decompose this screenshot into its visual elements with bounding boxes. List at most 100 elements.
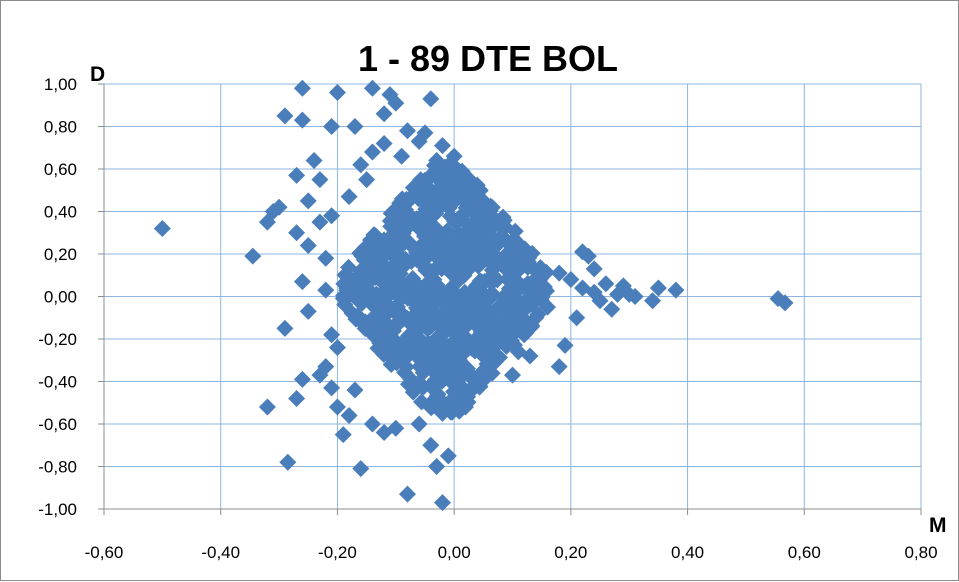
data-point [438, 362, 456, 380]
data-point [311, 366, 329, 384]
data-point [514, 302, 532, 320]
x-tick-label: -0,20 [318, 543, 357, 562]
data-point [288, 224, 306, 242]
data-point [398, 485, 416, 503]
data-point [412, 318, 430, 336]
data-point [381, 241, 399, 259]
x-tick-label: 0,60 [788, 543, 821, 562]
data-point [482, 248, 500, 266]
y-tick-label: -0,40 [38, 373, 77, 392]
data-point [422, 167, 440, 185]
data-point [388, 354, 406, 372]
data-point [410, 132, 428, 150]
data-point [293, 370, 311, 388]
data-point [433, 494, 451, 512]
data-point [467, 250, 485, 268]
data-point [491, 303, 509, 321]
data-point [393, 335, 411, 353]
data-point [323, 118, 341, 135]
data-point [363, 143, 381, 161]
data-point [323, 326, 341, 344]
data-point [402, 188, 420, 206]
data-point [531, 270, 549, 288]
data-point [346, 118, 364, 135]
data-point [375, 135, 393, 152]
data-point [403, 309, 421, 327]
data-point [340, 407, 358, 424]
data-point [387, 419, 405, 437]
data-point [461, 237, 479, 255]
data-point [409, 218, 427, 236]
data-point [360, 248, 378, 266]
data-point [472, 371, 490, 389]
data-point [293, 79, 311, 97]
data-point [483, 364, 501, 382]
x-tick-label: -0,40 [201, 543, 240, 562]
data-point [498, 270, 516, 288]
data-point [510, 274, 528, 292]
data-point [495, 229, 513, 247]
data-point [433, 404, 451, 422]
data-point [496, 260, 514, 278]
data-point [323, 379, 341, 397]
y-tick-label: -1,00 [38, 500, 77, 519]
y-tick-label: 0,60 [44, 160, 77, 179]
data-point [527, 309, 545, 327]
data-point [393, 147, 411, 165]
data-point [299, 192, 317, 210]
data-point [153, 220, 171, 237]
data-point [408, 295, 426, 313]
y-axis-label: D [90, 63, 105, 86]
data-point [450, 402, 468, 420]
data-point [408, 243, 426, 261]
data-point [445, 147, 463, 165]
data-point [463, 379, 481, 397]
data-point [474, 347, 492, 365]
data-point [457, 362, 475, 380]
data-point [276, 107, 294, 125]
data-point [411, 358, 429, 376]
data-point [409, 338, 427, 356]
data-point [431, 229, 449, 247]
data-points [153, 79, 794, 512]
data-point [597, 275, 615, 293]
data-point [591, 292, 609, 310]
data-point [667, 281, 685, 299]
y-tick-label: -0,60 [38, 415, 77, 434]
data-point [276, 319, 294, 337]
data-point [363, 79, 381, 97]
x-tick-label: 0,20 [554, 543, 587, 562]
data-point [509, 343, 527, 361]
data-point [439, 447, 457, 465]
data-point [515, 241, 533, 259]
data-point [384, 281, 402, 299]
data-point [352, 460, 370, 478]
data-point [386, 298, 404, 316]
data-point [334, 426, 352, 444]
data-point [413, 393, 431, 411]
data-point [311, 213, 329, 231]
data-point [351, 291, 369, 309]
data-point [367, 227, 385, 245]
data-point [498, 245, 516, 263]
data-point [382, 217, 400, 235]
data-point [468, 224, 486, 242]
data-point [434, 323, 452, 341]
data-point [288, 390, 306, 407]
data-point [270, 198, 288, 216]
data-point [515, 326, 533, 344]
data-point [336, 296, 354, 314]
data-point [323, 207, 341, 225]
data-point [305, 152, 323, 169]
data-point [492, 332, 510, 350]
data-point [463, 173, 481, 191]
data-point [480, 232, 498, 250]
x-tick-label: 0,80 [904, 543, 937, 562]
data-point [585, 260, 603, 278]
data-point [244, 247, 262, 265]
data-point [428, 458, 446, 475]
data-point [550, 358, 568, 376]
data-point [444, 259, 462, 277]
data-point [448, 181, 466, 199]
